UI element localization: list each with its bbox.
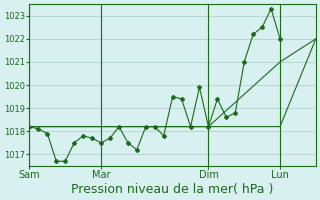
X-axis label: Pression niveau de la mer( hPa ): Pression niveau de la mer( hPa ) [71,183,274,196]
